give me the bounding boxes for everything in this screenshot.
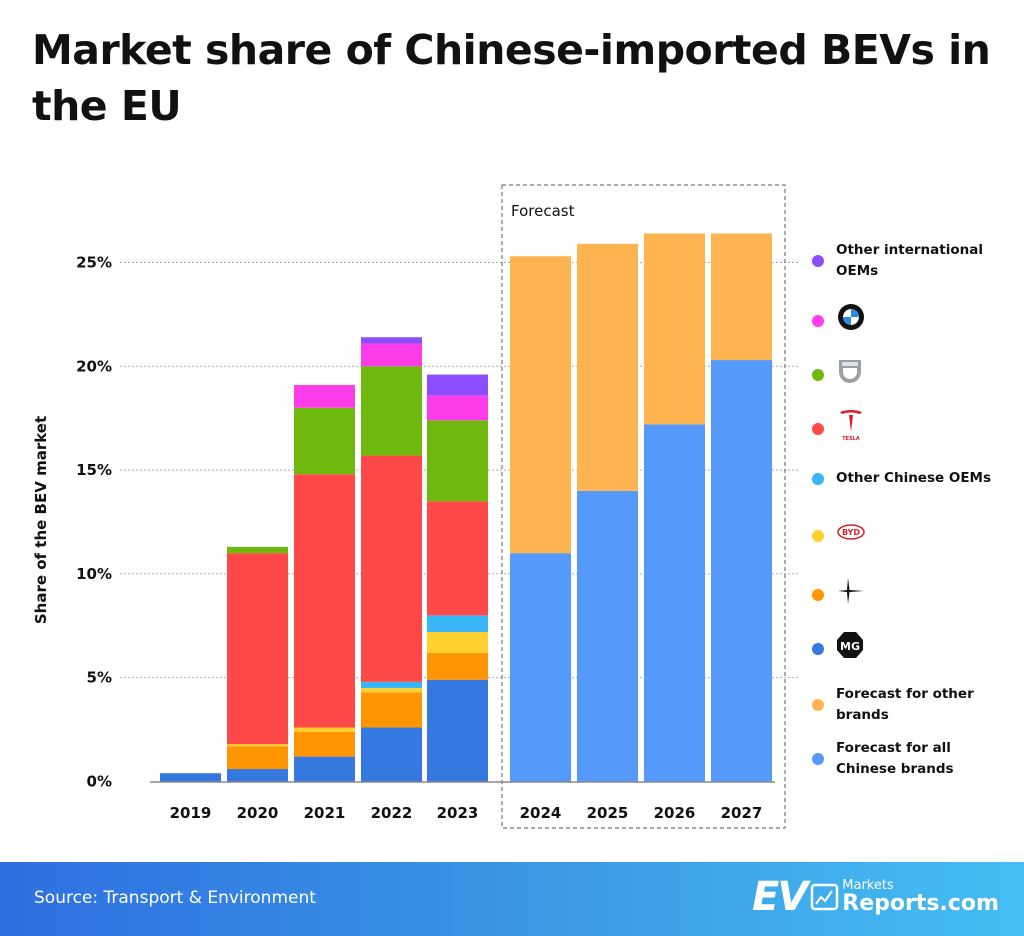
legend-label: Other international OEMs bbox=[836, 242, 983, 279]
bar-segment-mg-2021 bbox=[294, 756, 355, 782]
legend-item: Other international OEMs bbox=[812, 240, 996, 282]
bar-segment-polestar-2023 bbox=[427, 652, 488, 680]
x-tick-label: 2022 bbox=[371, 804, 413, 822]
bar-segment-mg-2022 bbox=[361, 727, 422, 782]
chart-title: Market share of Chinese-imported BEVs in… bbox=[32, 26, 991, 130]
bar-segment-forecast_chinese-2024 bbox=[510, 553, 571, 782]
svg-text:TESLA: TESLA bbox=[842, 436, 860, 442]
legend-swatch bbox=[812, 529, 824, 542]
x-tick-label: 2023 bbox=[437, 804, 479, 822]
bar-segment-forecast_other-2027 bbox=[711, 233, 772, 361]
legend-label: Forecast for all Chinese brands bbox=[836, 740, 954, 777]
svg-text:MG: MG bbox=[840, 640, 860, 653]
y-axis-label: Share of the BEV market bbox=[32, 416, 50, 624]
bar-segment-bmw-2021 bbox=[294, 384, 355, 408]
bar-segment-tesla-2020 bbox=[227, 553, 288, 745]
bar-segment-forecast_other-2026 bbox=[644, 233, 705, 425]
bar-segment-mg-2020 bbox=[227, 769, 288, 782]
legend-swatch bbox=[812, 472, 824, 485]
x-tick-label: 2024 bbox=[520, 804, 562, 822]
bar-segment-dacia-2023 bbox=[427, 420, 488, 502]
mg-logo-icon: MG bbox=[836, 630, 864, 667]
legend-item: MG bbox=[812, 630, 864, 667]
x-tick-label: 2021 bbox=[304, 804, 346, 822]
bar-segment-mg-2019 bbox=[160, 773, 221, 782]
bar-segment-polestar-2022 bbox=[361, 692, 422, 728]
legend-item: BYD bbox=[812, 522, 866, 549]
legend-swatch bbox=[812, 699, 824, 711]
dacia-logo-icon bbox=[836, 356, 864, 393]
tesla-logo-icon: TESLA bbox=[836, 408, 866, 449]
source-text: Source: Transport & Environment bbox=[34, 888, 316, 908]
footer: Source: Transport & Environment EV Marke… bbox=[0, 862, 1024, 936]
legend-swatch bbox=[812, 642, 824, 655]
bar-segment-bmw-2023 bbox=[427, 395, 488, 421]
bar-segment-other_international-2023 bbox=[427, 374, 488, 396]
y-tick-label: 25% bbox=[76, 254, 112, 272]
bar-segment-dacia-2021 bbox=[294, 407, 355, 475]
bar-segment-tesla-2023 bbox=[427, 501, 488, 616]
bar-segment-bmw-2022 bbox=[361, 343, 422, 367]
svg-text:BYD: BYD bbox=[842, 528, 860, 537]
legend-item: TESLA bbox=[812, 408, 866, 449]
legend-item: Forecast for other brands bbox=[812, 684, 996, 726]
y-tick-label: 15% bbox=[76, 461, 112, 479]
bar-segment-forecast_chinese-2025 bbox=[577, 490, 638, 782]
bar-segment-tesla-2021 bbox=[294, 474, 355, 728]
bar-segment-byd-2021 bbox=[294, 727, 355, 732]
bar-segment-other_chinese-2022 bbox=[361, 681, 422, 689]
bar-segment-polestar-2020 bbox=[227, 746, 288, 770]
bar-segment-byd-2022 bbox=[361, 688, 422, 693]
bar-segment-dacia-2020 bbox=[227, 546, 288, 554]
x-tick-label: 2025 bbox=[587, 804, 629, 822]
x-tick-label: 2020 bbox=[237, 804, 279, 822]
bar-segment-forecast_chinese-2027 bbox=[711, 360, 772, 782]
bar-segment-byd-2020 bbox=[227, 744, 288, 747]
stacked-bar-chart: 0% 5% 10% 15% 20% 25% Forecast Share of the B… bbox=[32, 184, 800, 829]
legend-label: Forecast for other brands bbox=[836, 686, 974, 723]
bar-segment-mg-2023 bbox=[427, 679, 488, 782]
polestar-logo-icon bbox=[836, 576, 866, 613]
bar-segment-byd-2023 bbox=[427, 632, 488, 653]
x-tick-label: 2026 bbox=[654, 804, 696, 822]
legend-item bbox=[812, 576, 866, 613]
bar-segment-forecast_chinese-2026 bbox=[644, 424, 705, 782]
legend-swatch bbox=[812, 255, 824, 267]
bmw-logo-icon bbox=[836, 302, 866, 339]
y-tick-label: 5% bbox=[87, 669, 112, 687]
bar-segment-tesla-2022 bbox=[361, 455, 422, 682]
forecast-box bbox=[501, 184, 786, 829]
y-tick-label: 20% bbox=[76, 357, 112, 375]
bar-segment-polestar-2021 bbox=[294, 731, 355, 757]
x-tick-label: 2019 bbox=[170, 804, 212, 822]
forecast-label: Forecast bbox=[511, 202, 575, 220]
legend-item bbox=[812, 356, 864, 393]
legend-swatch bbox=[812, 314, 824, 327]
bar-segment-dacia-2022 bbox=[361, 366, 422, 456]
y-tick-label: 0% bbox=[87, 773, 112, 791]
bar-segment-other_international-2022 bbox=[361, 337, 422, 344]
legend-swatch bbox=[812, 753, 824, 765]
legend-label: Other Chinese OEMs bbox=[836, 470, 992, 486]
legend-item: Forecast for all Chinese brands bbox=[812, 738, 996, 780]
bar-segment-other_chinese-2023 bbox=[427, 615, 488, 633]
y-tick-label: 10% bbox=[76, 565, 112, 583]
legend-swatch bbox=[812, 368, 824, 381]
legend-swatch bbox=[812, 422, 824, 435]
bar-segment-forecast_other-2024 bbox=[510, 256, 571, 554]
chart-logo-icon bbox=[811, 883, 839, 911]
evmarketsreports-logo: EV Markets Reports.com bbox=[752, 874, 999, 920]
legend-item: Other Chinese OEMs bbox=[812, 468, 996, 489]
byd-logo-icon: BYD bbox=[836, 522, 866, 549]
legend-item bbox=[812, 302, 866, 339]
bar-segment-forecast_other-2025 bbox=[577, 243, 638, 491]
x-tick-label: 2027 bbox=[721, 804, 763, 822]
legend-swatch bbox=[812, 588, 824, 601]
